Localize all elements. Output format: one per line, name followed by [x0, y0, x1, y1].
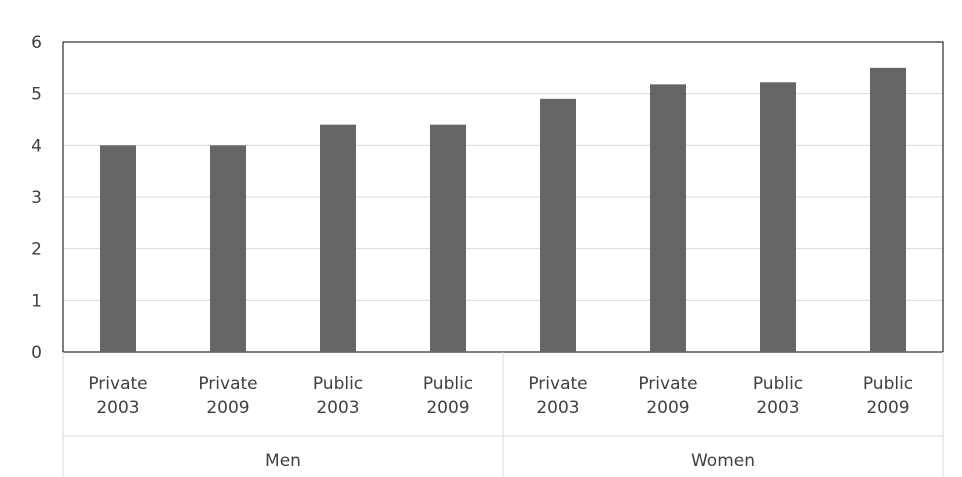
x-tick-label: Private 2009	[638, 374, 697, 418]
bar	[650, 84, 686, 352]
y-tick-label: 2	[31, 240, 42, 260]
gridlines	[63, 41, 943, 301]
x-tick-label: Private 2009	[198, 374, 257, 418]
group-label: Men	[265, 451, 301, 471]
y-axis-ticks: 0 1 2 3 4 5 6	[31, 33, 42, 363]
bar	[870, 67, 906, 352]
x-axis: Private 2003 Private 2009 Public 2003 Public 20…	[62, 352, 944, 477]
x-tick-label: Public 2003	[313, 374, 363, 418]
x-tick-label: Public 2003	[753, 374, 803, 418]
y-tick-label: 1	[31, 291, 42, 311]
group-label: Women	[691, 451, 755, 471]
bar	[540, 98, 576, 352]
bar	[210, 145, 246, 352]
y-tick-label: 3	[31, 188, 42, 208]
x-tick-label: Public 2009	[423, 374, 473, 418]
bars	[100, 67, 906, 353]
bar	[100, 145, 136, 352]
x-tick-label: Private 2003	[88, 374, 147, 418]
y-tick-label: 6	[31, 33, 42, 53]
x-tick-label: Public 2009	[863, 374, 913, 418]
bar	[320, 124, 356, 353]
y-tick-label: 0	[31, 343, 42, 363]
bar	[760, 82, 796, 353]
bar	[430, 124, 466, 353]
y-tick-label: 5	[31, 85, 42, 105]
y-tick-label: 4	[31, 136, 42, 156]
x-tick-label: Private 2003	[528, 374, 587, 418]
